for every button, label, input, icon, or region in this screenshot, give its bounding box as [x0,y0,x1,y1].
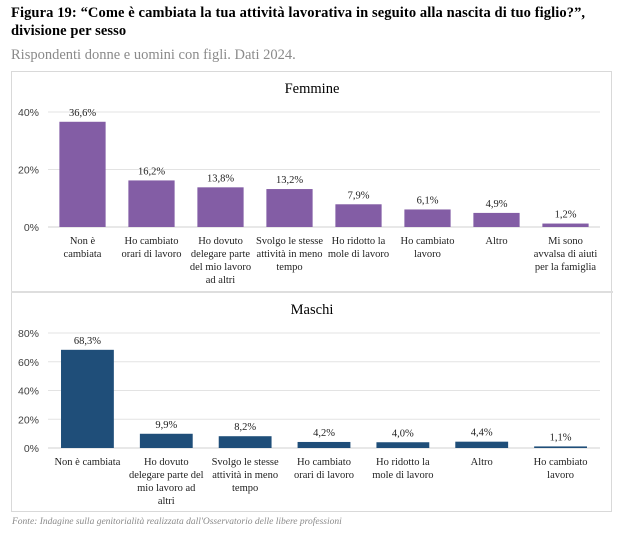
bar [455,441,509,448]
y-tick-label: 60% [18,357,39,369]
category-label-line: Non è [70,236,96,247]
category-label: Altro [485,236,507,247]
y-tick-label: 40% [18,386,39,398]
category-label-line: cambiata [64,249,102,260]
figure-title: Figura 19: “Come è cambiata la tua attiv… [11,5,586,39]
category-label: Ho cambiato orari di lavoro [121,236,181,260]
category-label-line: Ho ridotto la [376,457,430,468]
category-label-line: Ho cambiato [401,236,455,247]
category-label: Ho dovuto delegare parte del mio lavoro ad… [129,457,204,507]
category-label-line: Ho dovuto [198,236,243,247]
category-label-line: attività in meno [257,249,323,260]
data-label: 7,9% [348,190,370,201]
category-label-line: del mio lavoro [190,262,251,273]
category-label-line: Mi sono [548,236,583,247]
data-label: 36,6% [69,108,96,119]
bar [297,441,351,448]
bar [534,446,587,448]
y-tick-label: 20% [18,414,39,426]
bar [197,187,244,227]
category-label-line: Ho dovuto [144,457,189,468]
category-label-line: lavoro [414,249,441,260]
data-label: 13,8% [207,173,234,184]
category-label-line: Ho ridotto la [332,236,386,247]
data-label: 4,0% [392,428,414,439]
bar [139,433,193,448]
category-label-line: altri [158,496,175,507]
category-label-line: per la famiglia [535,262,597,273]
category-label: Ho ridotto la mole di lavoro [372,457,433,481]
category-label: Mi sono avvalsa di aiuti per la famiglia [534,236,598,273]
category-label-line: orari di lavoro [294,470,354,481]
category-label: Ho cambiato orari di lavoro [294,457,354,481]
bar [61,349,114,448]
bar [59,121,106,227]
category-label: Ho dovuto delegare parte del mio lavoro ad … [190,236,251,286]
category-label-line: mole di lavoro [328,249,389,260]
category-label: Ho ridotto la mole di lavoro [328,236,389,260]
category-label: Non è cambiata [54,457,120,468]
y-tick-label: 80% [18,328,39,340]
data-label: 4,4% [471,428,493,439]
category-label: Svolgo le stesse attività in meno tempo [212,457,279,494]
y-tick-label: 0% [24,222,39,234]
category-label-line: Altro [485,236,507,247]
data-label: 1,1% [550,432,572,443]
data-label: 13,2% [276,175,303,186]
data-label: 4,2% [313,428,335,439]
category-label: Ho cambiato lavoro [401,236,455,260]
bar [335,204,382,227]
data-label: 68,3% [74,336,101,347]
panel-divider [11,291,613,293]
category-label-line: mole di lavoro [372,470,433,481]
category-label-line: Altro [471,457,493,468]
category-label-line: orari di lavoro [121,249,181,260]
category-label-line: ad altri [206,275,236,286]
category-label-line: tempo [232,483,258,494]
category-label-line: Svolgo le stesse [212,457,279,468]
category-label-line: Non è cambiata [54,457,120,468]
category-label-line: tempo [276,262,302,273]
figure-source: Fonte: Indagine sulla genitorialità real… [12,517,342,527]
data-label: 16,2% [138,166,165,177]
category-label-line: lavoro [547,470,574,481]
data-label: 8,2% [234,422,256,433]
category-label-line: delegare parte [191,249,251,260]
category-label: Altro [471,457,493,468]
category-label-line: Ho cambiato [125,236,179,247]
y-tick-label: 40% [18,107,39,119]
bar [473,212,520,227]
category-label-line: attività in meno [212,470,278,481]
category-label: Svolgo le stesse attività in meno tempo [256,236,323,273]
bar [128,180,175,227]
bar [218,436,272,448]
category-label: Ho cambiato lavoro [534,457,588,481]
data-label: 9,9% [155,420,177,431]
category-label-line: Ho cambiato [297,457,351,468]
category-label-line: avvalsa di aiuti [534,249,598,260]
data-label: 1,2% [555,210,577,221]
y-tick-label: 0% [24,443,39,455]
bar [376,442,430,448]
category-label: Non è cambiata [64,236,102,260]
panel-title: Maschi [291,302,334,318]
bar [266,189,313,227]
category-label-line: mio lavoro ad [137,483,196,494]
y-tick-label: 20% [18,165,39,177]
figure-subtitle: Rispondenti donne e uomini con figli. Da… [11,47,296,63]
category-label-line: delegare parte del [129,470,204,481]
category-label-line: Ho cambiato [534,457,588,468]
bar [404,209,451,227]
data-label: 6,1% [417,195,439,206]
data-label: 4,9% [486,199,508,210]
panel-title: Femmine [285,81,340,97]
bar [542,223,589,227]
category-label-line: Svolgo le stesse [256,236,323,247]
